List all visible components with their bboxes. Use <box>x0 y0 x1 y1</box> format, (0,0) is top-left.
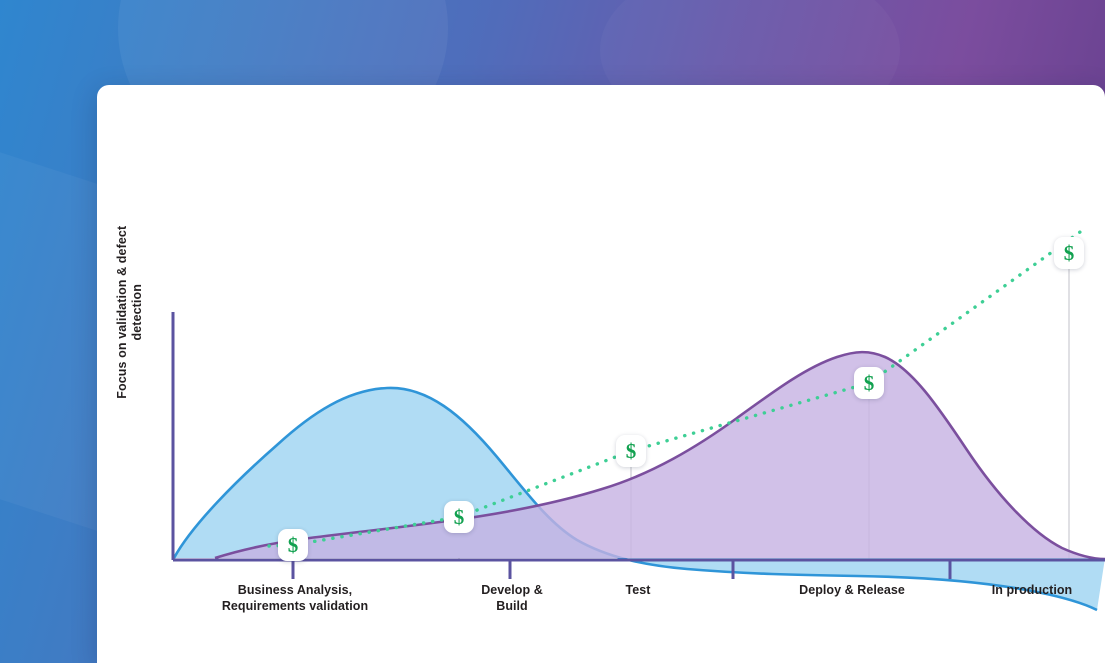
cost-marker-2[interactable]: $ <box>444 501 474 533</box>
cost-marker-3[interactable]: $ <box>616 435 646 467</box>
x-tick-label-deploy-release: Deploy & Release <box>799 583 905 597</box>
cost-marker-5[interactable]: $ <box>1054 237 1084 269</box>
series-traditional-area <box>214 350 1105 561</box>
chart-canvas <box>171 225 1105 612</box>
cost-marker-1[interactable]: $ <box>278 529 308 561</box>
x-tick-label-business-analysis: Business Analysis, Requirements validati… <box>221 583 369 613</box>
x-tick-label-test: Test <box>625 583 651 597</box>
y-axis-label: Focus on validation & defect detection <box>114 225 144 399</box>
x-axis-ticks <box>291 560 952 579</box>
x-tick-label-develop-build: Develop & Build <box>481 583 543 613</box>
x-tick-label-in-production: In production <box>991 583 1073 597</box>
chart-card: Focus on validation & defect detection B… <box>97 85 1105 663</box>
cost-marker-4[interactable]: $ <box>854 367 884 399</box>
